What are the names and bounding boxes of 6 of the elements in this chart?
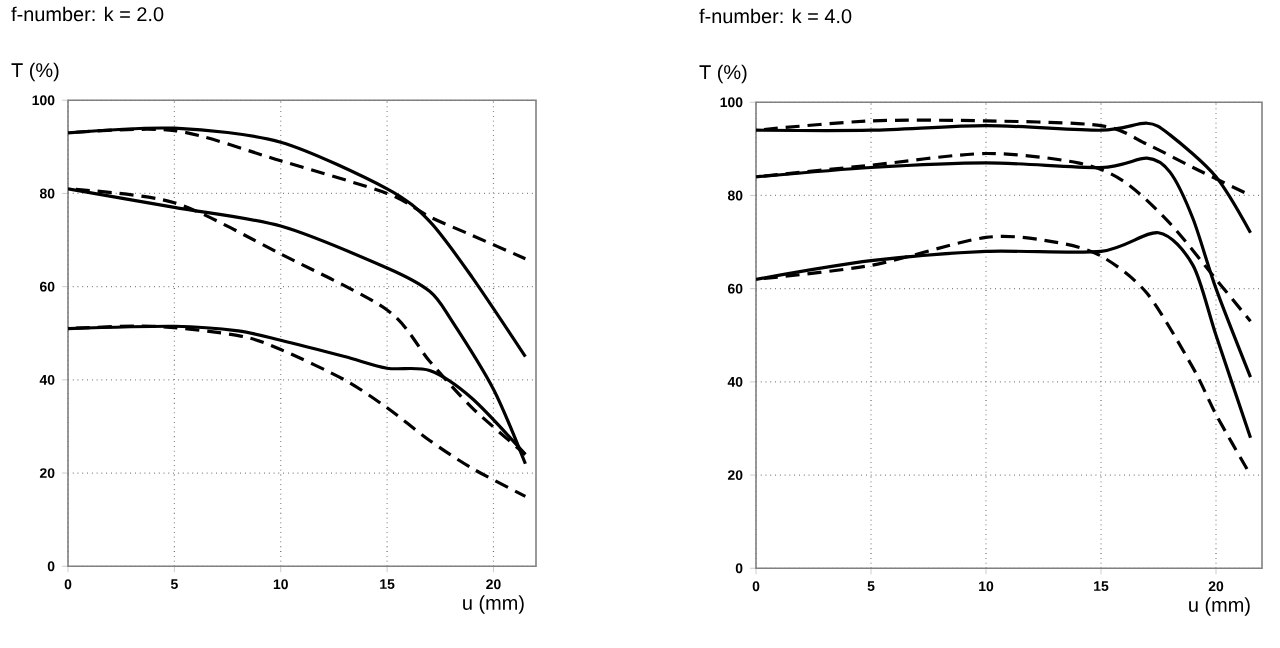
x-axis-title: u (mm) — [463, 595, 524, 614]
y-axis-title: T (%) — [11, 62, 59, 82]
x-axis-title: u (mm) — [1189, 597, 1250, 616]
chart-title: f-number: k = 2.0 — [11, 6, 164, 22]
y-axis-title: T (%) — [699, 64, 747, 84]
chart-title: f-number: k = 4.0 — [699, 8, 852, 24]
